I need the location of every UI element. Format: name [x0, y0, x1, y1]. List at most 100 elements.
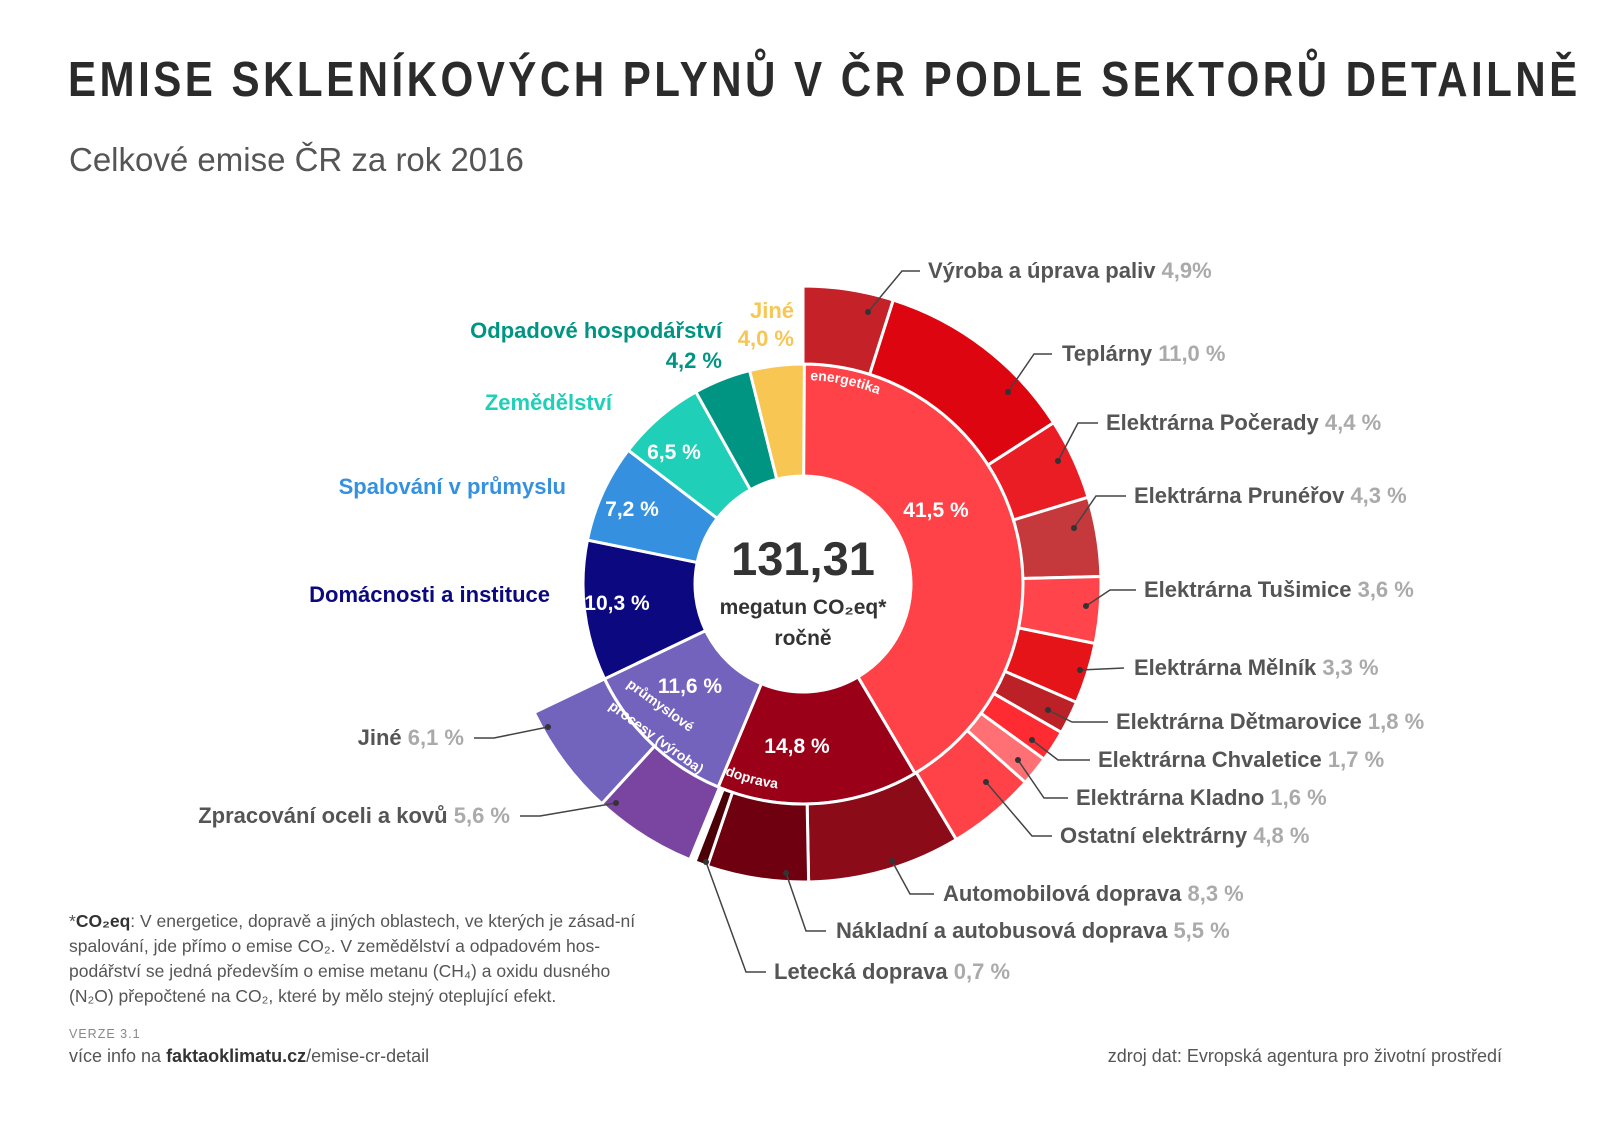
leader-dot-jine — [545, 724, 551, 730]
page-title: EMISE SKLENÍKOVÝCH PLYNŮ V ČR PODLE SEKT… — [68, 53, 1581, 107]
footnote-term: CO₂eq — [75, 911, 131, 931]
leader-dot-zpracovani-oceli-a-kovu — [613, 800, 619, 806]
sector-label-spalovani: Spalování v průmyslu — [339, 474, 566, 499]
leader-dot-letecka-doprava — [703, 859, 709, 865]
outer-label-name-letecka-doprava: Letecká doprava — [774, 959, 954, 984]
outer-label-value-elektrarna-tusimice: 3,6 % — [1358, 577, 1414, 602]
leader-lines — [474, 270, 1136, 973]
center-unit: megatun CO₂eq* — [720, 596, 888, 619]
outer-ring — [532, 284, 1103, 884]
leader-line-ostatni-elektrarny — [985, 781, 1052, 837]
leader-line-nakladni-a-autobusova-doprava — [785, 872, 826, 932]
outer-label-name-nakladni-a-autobusova-doprava: Nákladní a autobusová doprava — [836, 918, 1173, 943]
outer-label-value-elektrarna-melnik: 3,3 % — [1322, 655, 1378, 680]
leader-dot-elektrarna-tusimice — [1083, 603, 1089, 609]
outer-label-teplarny: Teplárny 11,0 % — [1062, 341, 1225, 366]
inner-value-doprava: 14,8 % — [764, 735, 830, 758]
more-info-prefix: více info na — [69, 1046, 167, 1066]
outer-label-zpracovani-oceli-a-kovu: Zpracování oceli a kovů 5,6 % — [198, 803, 510, 828]
inner-value-zemedelstvi: 6,5 % — [647, 441, 701, 464]
sector-value-jine: 4,0 % — [738, 326, 794, 351]
leader-line-elektrarna-pocerady — [1057, 422, 1098, 462]
center-label: 131,31 megatun CO₂eq* ročně — [720, 532, 888, 650]
outer-label-vyroba-a-uprava-paliv: Výroba a úprava paliv 4,9% — [928, 258, 1212, 283]
footnote-text: : V energetice, dopravě a jiných oblaste… — [69, 911, 636, 1006]
outer-label-elektrarna-detmarovice: Elektrárna Dětmarovice 1,8 % — [1116, 709, 1424, 734]
leader-line-jine — [474, 726, 549, 739]
leader-line-elektrarna-kladno — [1017, 759, 1068, 799]
leader-dot-automobilova-doprava — [889, 858, 895, 864]
more-info-site[interactable]: faktaoklimatu.cz — [166, 1046, 307, 1066]
more-info-path[interactable]: /emise-cr-detail — [306, 1046, 430, 1066]
sector-value-odpady: 4,2 % — [666, 348, 722, 373]
outer-label-name-elektrarna-prunerov: Elektrárna Prunéřov — [1134, 483, 1350, 508]
inner-value-domacnosti-a-instituce: 10,3 % — [584, 592, 650, 615]
outer-label-value-elektrarna-kladno: 1,6 % — [1270, 785, 1326, 810]
leader-line-elektrarna-chvaletice — [1031, 739, 1090, 761]
version-label: VERZE 3.1 — [69, 1027, 141, 1041]
outer-label-name-elektrarna-chvaletice: Elektrárna Chvaletice — [1098, 747, 1328, 772]
outer-label-name-elektrarna-pocerady: Elektrárna Počerady — [1106, 410, 1325, 435]
inner-slice-jine — [747, 362, 806, 482]
leader-line-vyroba-a-uprava-paliv — [867, 270, 920, 313]
inner-value-prumyslove-procesy-vyroba: 11,6 % — [658, 675, 723, 698]
leader-line-automobilova-doprava — [891, 860, 934, 895]
leader-dot-nakladni-a-autobusova-doprava — [783, 870, 789, 876]
outer-label-value-zpracovani-oceli-a-kovu: 5,6 % — [454, 803, 510, 828]
sector-label-domacnosti: Domácnosti a instituce — [309, 582, 550, 607]
outer-label-name-jine: Jiné — [358, 725, 408, 750]
outer-label-name-elektrarna-kladno: Elektrárna Kladno — [1076, 785, 1270, 810]
leader-line-elektrarna-tusimice — [1085, 589, 1136, 607]
outer-label-elektrarna-kladno: Elektrárna Kladno 1,6 % — [1076, 785, 1327, 810]
value-labels: 41,5 % 14,8 % 11,6 % 10,3 % 7,2 % 6,5 % — [584, 441, 969, 758]
outer-slice-jine-procesy — [532, 676, 657, 806]
leader-dot-ostatni-elektrarny — [983, 779, 989, 785]
outer-label-name-vyroba-a-uprava-paliv: Výroba a úprava paliv — [928, 258, 1162, 283]
center-total: 131,31 — [731, 532, 875, 585]
leader-dot-elektrarna-chvaletice — [1029, 737, 1035, 743]
leader-line-letecka-doprava — [705, 861, 766, 973]
outer-label-ostatni-elektrarny: Ostatní elektrárny 4,8 % — [1060, 823, 1309, 848]
outer-label-name-elektrarna-tusimice: Elektrárna Tušimice — [1144, 577, 1358, 602]
leader-dot-teplarny — [1005, 389, 1011, 395]
inner-value-energetika: 41,5 % — [903, 499, 969, 522]
outer-label-name-elektrarna-detmarovice: Elektrárna Dětmarovice — [1116, 709, 1368, 734]
footnote: *CO₂eq: V energetice, dopravě a jiných o… — [69, 911, 636, 1006]
outer-label-jine: Jiné 6,1 % — [358, 725, 464, 750]
leader-dot-elektrarna-pocerady — [1055, 458, 1061, 464]
outer-label-name-elektrarna-melnik: Elektrárna Mělník — [1134, 655, 1322, 680]
outer-label-value-jine: 6,1 % — [408, 725, 464, 750]
outer-label-automobilova-doprava: Automobilová doprava 8,3 % — [943, 881, 1244, 906]
outer-slice-letecka-doprava — [693, 787, 735, 869]
outer-label-value-elektrarna-prunerov: 4,3 % — [1350, 483, 1406, 508]
external-labels: Výroba a úprava paliv 4,9% Teplárny 11,0 … — [198, 258, 1424, 984]
outer-label-letecka-doprava: Letecká doprava 0,7 % — [774, 959, 1010, 984]
outer-label-value-nakladni-a-autobusova-doprava: 5,5 % — [1173, 918, 1229, 943]
outer-label-value-elektrarna-chvaletice: 1,7 % — [1328, 747, 1384, 772]
more-info: více info na faktaoklimatu.cz/emise-cr-d… — [69, 1046, 429, 1067]
leader-line-teplarny — [1007, 353, 1052, 393]
inner-value-spalovani-v-prumyslu: 7,2 % — [605, 498, 659, 521]
leader-dot-elektrarna-prunerov — [1071, 525, 1077, 531]
leader-dot-elektrarna-kladno — [1015, 757, 1021, 763]
outer-label-value-elektrarna-pocerady: 4,4 % — [1325, 410, 1381, 435]
leader-dot-vyroba-a-uprava-paliv — [865, 309, 871, 315]
outer-label-value-ostatni-elektrarny: 4,8 % — [1253, 823, 1309, 848]
outer-label-value-teplarny: 11,0 % — [1158, 341, 1225, 366]
outer-label-elektrarna-prunerov: Elektrárna Prunéřov 4,3 % — [1134, 483, 1407, 508]
outer-label-elektrarna-tusimice: Elektrárna Tušimice 3,6 % — [1144, 577, 1414, 602]
outer-label-value-vyroba-a-uprava-paliv: 4,9% — [1162, 258, 1212, 283]
outer-label-elektrarna-pocerady: Elektrárna Počerady 4,4 % — [1106, 410, 1381, 435]
outer-label-elektrarna-melnik: Elektrárna Mělník 3,3 % — [1134, 655, 1379, 680]
sector-label-odpady: Odpadové hospodářství — [470, 318, 723, 343]
outer-label-name-teplarny: Teplárny — [1062, 341, 1158, 366]
outer-label-name-zpracovani-oceli-a-kovu: Zpracování oceli a kovů — [198, 803, 454, 828]
outer-label-name-automobilova-doprava: Automobilová doprava — [943, 881, 1187, 906]
leader-line-elektrarna-melnik — [1079, 667, 1125, 671]
outer-label-name-ostatni-elektrarny: Ostatní elektrárny — [1060, 823, 1253, 848]
sector-label-jine: Jiné — [750, 298, 794, 323]
sector-label-zemedelstvi: Zemědělství — [485, 390, 613, 415]
leader-line-zpracovani-oceli-a-kovu — [520, 802, 617, 817]
outer-label-value-letecka-doprava: 0,7 % — [954, 959, 1010, 984]
